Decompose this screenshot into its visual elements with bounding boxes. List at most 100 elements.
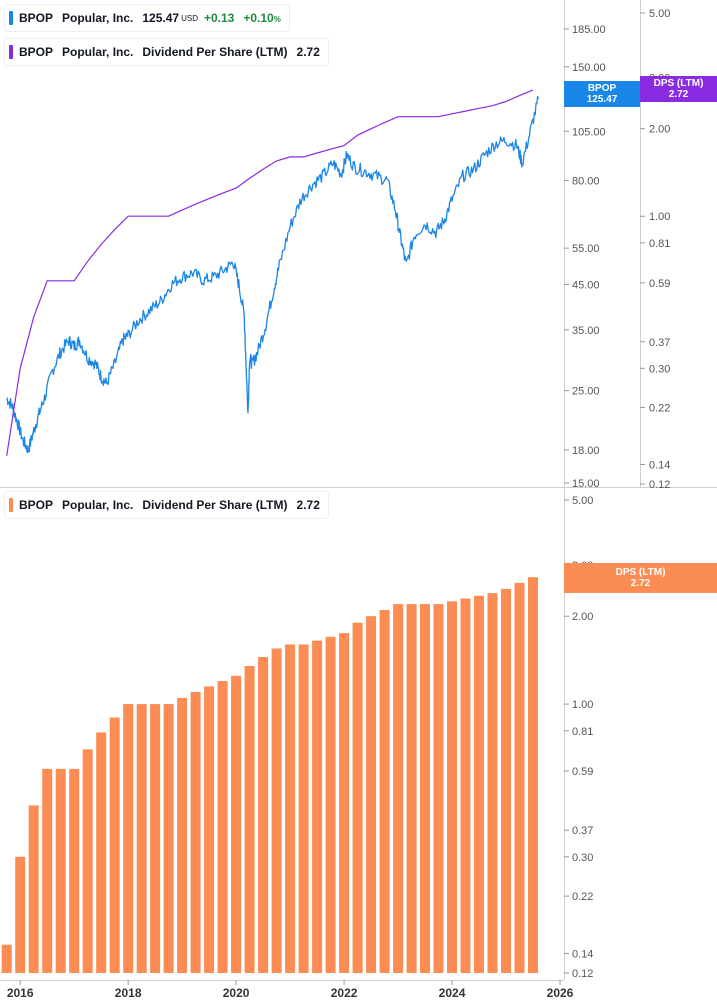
dps-bar [528,577,538,973]
bar-legend-ticker: BPOP [19,498,54,512]
price-axis-tick-label: 18.00 [572,445,600,457]
dps-axis-tick-label: 1.00 [649,211,670,223]
dps-bar [96,732,107,973]
bar-axis-tick-label: 0.37 [572,825,593,837]
price-axis-tick-label: 185.00 [572,24,606,36]
dps-bar [366,616,377,973]
price-axis-tick-label: 15.00 [572,478,600,490]
dps-bar [258,657,269,973]
dps-bar [123,704,134,973]
dps-axis-tick-label: 5.00 [649,8,670,20]
dps-bar [298,644,309,973]
dps-top-tag-value: 2.72 [668,89,689,100]
price-axis-tick-label: 25.00 [572,386,600,398]
dps-bar [514,582,525,973]
dps-legend-value: 2.72 [296,45,320,59]
price-axis-tick-label: 35.00 [572,325,600,337]
dps-legend-ticker: BPOP [19,45,54,59]
time-axis-tick-label: 2026 [547,986,574,1000]
bar-axis-tick-label: 0.30 [572,852,593,864]
dps-legend-name: Popular, Inc. [62,45,134,59]
dps-bar [339,633,350,973]
bar-legend-name: Popular, Inc. [62,498,134,512]
dps-bar [28,805,39,973]
price-legend-value: 125.47 [142,11,180,25]
price-axis-tick-label: 55.00 [572,243,600,255]
dps-bar [460,598,471,973]
bar-legend-metric: Dividend Per Share (LTM) [142,498,288,512]
dps-axis-tick-label: 0.81 [649,238,670,250]
price-legend-ticker: BPOP [19,11,54,25]
dps-axis-tick-label: 0.12 [649,479,670,491]
dps-bar [447,601,457,973]
dps-axis-tick-label: 0.30 [649,363,670,375]
dps-axis-tick-label: 0.14 [649,460,670,472]
bar-axis-tick-label: 0.81 [572,726,593,738]
dps-bar [474,595,484,973]
dps-bar [231,675,242,973]
dps-bar [82,749,93,973]
bar-axis-tick-label: 2.00 [572,611,593,623]
time-axis-tick-label: 2020 [223,986,250,1000]
dps-bar [177,697,188,973]
dps-bottom-tag: DPS (LTM) 2.72 [564,563,717,593]
bar-axis-tick-label: 0.59 [572,766,593,778]
bar-legend-value: 2.72 [296,498,320,512]
dps-top-tag-label: DPS (LTM) [653,78,704,89]
dps-axis-tick-label: 0.59 [649,278,670,290]
price-axis-tick-label: 150.00 [572,62,606,74]
price-tag-label: BPOP [587,83,617,94]
price-axis-tick-label: 105.00 [572,126,606,138]
bar-axis-tick-label: 5.00 [572,495,593,507]
dps-bar [312,640,323,973]
dps-series-swatch [9,45,13,59]
dps-bar [136,704,147,973]
dps-bar [244,666,255,973]
dps-bar [406,604,417,973]
bar-axis-tick-label: 0.14 [572,948,593,960]
bar-axis-tick-label: 1.00 [572,699,593,711]
dps-bottom-tag-label: DPS (LTM) [615,567,666,578]
price-axis-tick-label: 80.00 [572,175,600,187]
price-tag-value: 125.47 [586,94,618,105]
dps-bar [55,768,66,973]
time-axis-tick-label: 2016 [7,986,34,1000]
dps-series-line [6,89,534,456]
dps-bar [1,944,12,973]
dps-bar [420,604,430,973]
dps-legend-metric: Dividend Per Share (LTM) [142,45,288,59]
dps-bar [15,856,26,973]
dps-bar [487,593,498,973]
dps-legend[interactable]: BPOP Popular, Inc. Dividend Per Share (L… [4,38,329,66]
time-axis-tick-label: 2024 [439,986,466,1000]
price-legend[interactable]: BPOP Popular, Inc. 125.47 USD +0.13 +0.1… [4,4,290,32]
bar-series-swatch [9,498,13,512]
dps-bar [325,636,336,973]
dps-bar [217,681,228,973]
price-series-swatch [9,11,13,25]
price-legend-change-pct: +0.10% [243,11,281,25]
bar-axis-tick-label: 0.12 [572,968,593,980]
bar-legend[interactable]: BPOP Popular, Inc. Dividend Per Share (L… [4,491,329,519]
dps-top-tag: DPS (LTM) 2.72 [640,76,717,102]
dps-bar [433,604,444,973]
price-legend-change-pct-value: +0.10 [243,11,274,25]
dps-bar [379,610,390,973]
dps-axis-tick-label: 0.22 [649,402,670,414]
dps-axis-tick-label: 0.37 [649,337,670,349]
dps-bar [204,686,215,973]
price-legend-currency: USD [181,13,198,23]
price-series-line [6,95,540,454]
dps-bar [352,622,363,973]
dps-bar [163,704,174,973]
price-legend-name: Popular, Inc. [62,11,134,25]
dps-bar [69,768,80,973]
price-axis-tick-label: 45.00 [572,279,600,291]
dps-axis-tick-label: 2.00 [649,124,670,136]
price-legend-pct-sign: % [273,15,281,24]
bar-axis-tick-label: 0.22 [572,891,593,903]
dps-bar [150,704,161,973]
price-tag: BPOP 125.47 [564,81,640,107]
dps-bar [271,648,282,973]
